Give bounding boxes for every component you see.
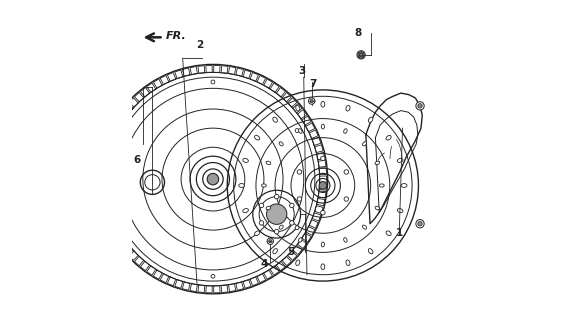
Circle shape: [267, 204, 287, 224]
Ellipse shape: [344, 238, 347, 242]
Ellipse shape: [386, 231, 391, 236]
Circle shape: [295, 129, 299, 132]
Ellipse shape: [363, 225, 367, 229]
Text: 4: 4: [260, 259, 268, 268]
Ellipse shape: [375, 206, 379, 210]
Circle shape: [358, 52, 364, 58]
Circle shape: [357, 51, 365, 59]
Ellipse shape: [279, 142, 283, 146]
Ellipse shape: [375, 161, 379, 165]
Ellipse shape: [299, 129, 302, 133]
Circle shape: [321, 210, 325, 215]
Circle shape: [259, 221, 264, 225]
Ellipse shape: [243, 209, 249, 212]
Text: 7: 7: [310, 78, 317, 89]
Ellipse shape: [243, 158, 249, 163]
Circle shape: [416, 102, 424, 110]
Circle shape: [297, 197, 301, 201]
Ellipse shape: [368, 249, 373, 254]
Ellipse shape: [321, 124, 324, 129]
Ellipse shape: [386, 135, 391, 140]
Circle shape: [319, 182, 327, 189]
Ellipse shape: [321, 101, 325, 107]
Circle shape: [290, 203, 294, 208]
Ellipse shape: [296, 105, 300, 111]
Ellipse shape: [398, 158, 403, 163]
Circle shape: [418, 221, 423, 226]
Circle shape: [127, 226, 131, 230]
Circle shape: [275, 195, 279, 199]
Ellipse shape: [239, 184, 244, 188]
Ellipse shape: [299, 238, 302, 242]
Circle shape: [207, 173, 219, 185]
Ellipse shape: [346, 260, 350, 266]
Circle shape: [295, 226, 299, 230]
Circle shape: [290, 221, 294, 225]
Text: FR.: FR.: [166, 31, 187, 41]
Ellipse shape: [363, 142, 367, 146]
Circle shape: [344, 197, 349, 201]
Ellipse shape: [254, 135, 260, 140]
Circle shape: [211, 80, 215, 84]
Ellipse shape: [321, 242, 324, 247]
Circle shape: [360, 53, 363, 56]
Circle shape: [297, 170, 301, 174]
Ellipse shape: [344, 129, 347, 133]
Circle shape: [321, 156, 325, 161]
Ellipse shape: [273, 249, 278, 254]
Text: 1: 1: [396, 228, 403, 238]
Circle shape: [127, 129, 131, 132]
Ellipse shape: [266, 161, 271, 165]
Ellipse shape: [279, 225, 283, 229]
Ellipse shape: [368, 117, 373, 122]
Text: 5: 5: [288, 247, 294, 257]
Circle shape: [344, 170, 349, 174]
Circle shape: [275, 229, 279, 234]
Circle shape: [259, 203, 264, 208]
Ellipse shape: [346, 105, 350, 111]
Ellipse shape: [261, 184, 267, 187]
Circle shape: [267, 238, 274, 244]
Ellipse shape: [254, 231, 260, 236]
Circle shape: [418, 104, 423, 108]
Ellipse shape: [321, 264, 325, 270]
Text: 6: 6: [134, 155, 141, 165]
Circle shape: [211, 274, 215, 278]
Ellipse shape: [398, 209, 403, 212]
Ellipse shape: [266, 206, 271, 210]
Text: 3: 3: [299, 66, 306, 76]
Text: 8: 8: [354, 28, 361, 37]
Circle shape: [416, 220, 424, 228]
Circle shape: [310, 100, 313, 103]
Ellipse shape: [379, 184, 384, 187]
Ellipse shape: [273, 117, 278, 122]
Ellipse shape: [296, 260, 300, 266]
Circle shape: [269, 240, 272, 243]
Text: 2: 2: [197, 40, 204, 50]
Circle shape: [308, 98, 315, 104]
Circle shape: [359, 52, 363, 57]
Ellipse shape: [401, 184, 407, 188]
